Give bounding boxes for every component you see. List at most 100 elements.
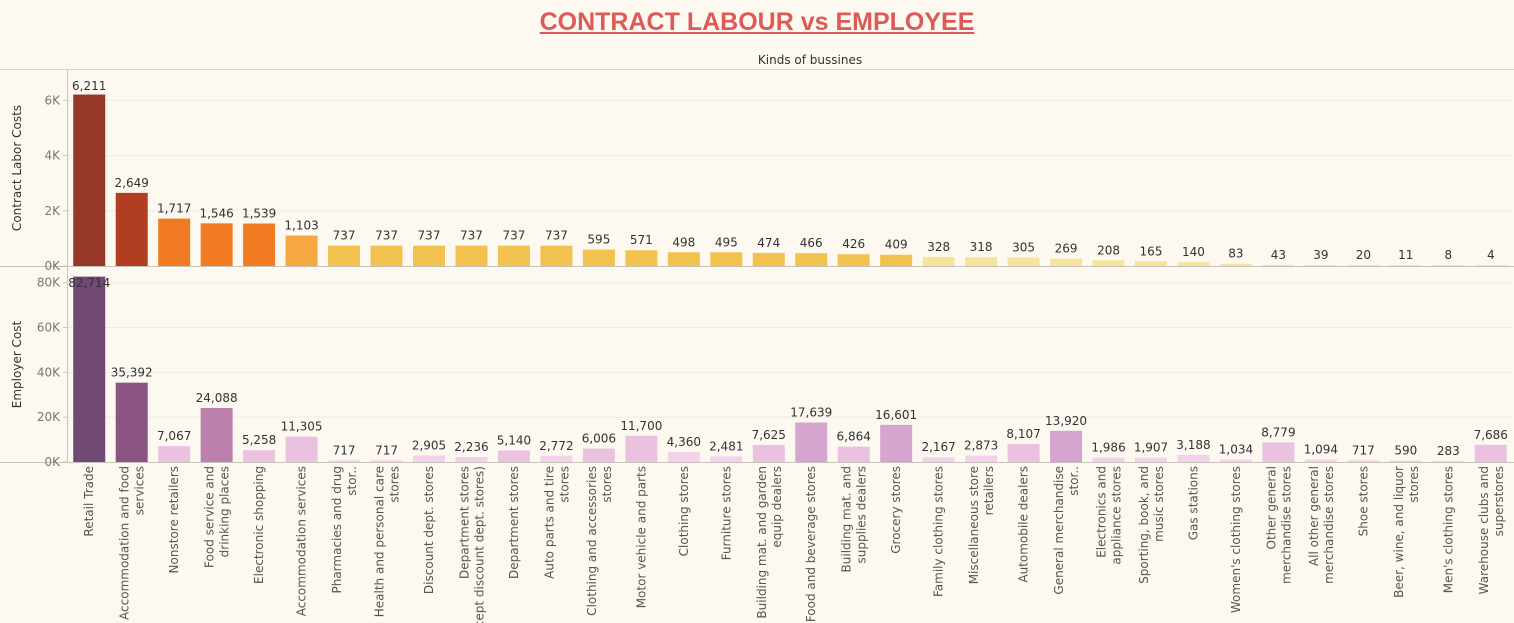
bar xyxy=(1474,444,1507,462)
data-label: 1,094 xyxy=(1304,443,1338,457)
x-tick-label: Automobile dealers xyxy=(1017,466,1031,583)
bar xyxy=(1050,430,1083,462)
bar xyxy=(1304,459,1337,462)
y-tick-label: 60K xyxy=(37,321,61,335)
bar xyxy=(880,424,913,462)
data-label: 737 xyxy=(502,229,525,243)
data-label: 495 xyxy=(715,235,738,249)
bar xyxy=(115,382,148,462)
data-label: 11,700 xyxy=(620,419,662,433)
bar xyxy=(1262,264,1295,266)
x-tick-label: Grocery stores xyxy=(889,466,903,554)
data-label: 20 xyxy=(1356,248,1371,262)
bar xyxy=(1262,442,1295,462)
bar xyxy=(243,223,276,266)
data-label: 43 xyxy=(1271,248,1286,262)
x-tick-label: Furniture stores xyxy=(719,466,733,560)
data-label: 474 xyxy=(757,236,780,250)
bar xyxy=(1177,454,1210,462)
x-tick-label: Department stores xyxy=(507,466,521,579)
bar xyxy=(667,452,700,462)
data-label: 7,625 xyxy=(752,428,786,442)
bar xyxy=(497,245,530,266)
data-label: 737 xyxy=(460,229,483,243)
data-label: 1,034 xyxy=(1219,443,1253,457)
x-tick-label: Nonstore retailers xyxy=(167,466,181,573)
bar xyxy=(285,235,318,266)
x-tick-label: Beer, wine, and liquorstores xyxy=(1392,466,1421,598)
bar xyxy=(413,245,445,266)
chart-title: CONTRACT LABOUR vs EMPLOYEE xyxy=(539,8,975,36)
data-label: 8 xyxy=(1444,248,1452,262)
y-tick-label: 0K xyxy=(44,259,61,273)
y-tick-label: 4K xyxy=(44,149,61,163)
data-label: 11 xyxy=(1398,248,1413,262)
data-label: 305 xyxy=(1012,241,1035,255)
data-label: 318 xyxy=(970,240,993,254)
x-tick-label: All other generalmerchandise stores xyxy=(1307,466,1336,584)
x-tick-label: Sporting, book, andmusic stores xyxy=(1137,466,1166,584)
data-label: 466 xyxy=(800,236,823,250)
bar xyxy=(667,252,700,266)
bar xyxy=(880,254,913,266)
data-label: 1,907 xyxy=(1134,441,1168,455)
x-tick-label: Accommodation and foodservices xyxy=(118,466,147,620)
data-label: 6,864 xyxy=(837,430,871,444)
data-label: 165 xyxy=(1140,244,1163,258)
bar xyxy=(200,408,233,462)
x-tick-label: Electronics andappliance stores xyxy=(1095,466,1124,565)
data-label: 328 xyxy=(927,240,950,254)
y-tick-label: 40K xyxy=(37,365,61,379)
data-label: 82,714 xyxy=(68,276,110,290)
data-label: 83 xyxy=(1228,247,1243,261)
column-header: Kinds of bussines xyxy=(758,53,862,67)
data-label: 737 xyxy=(418,229,441,243)
data-label: 2,772 xyxy=(539,439,573,453)
data-label: 140 xyxy=(1182,245,1205,259)
bar xyxy=(922,256,955,266)
bar xyxy=(710,252,743,266)
data-label: 717 xyxy=(1352,443,1375,457)
data-label: 24,088 xyxy=(196,391,238,405)
bar xyxy=(582,448,615,462)
data-label: 717 xyxy=(333,443,356,457)
x-tick-label: Family clothing stores xyxy=(932,466,946,597)
bar xyxy=(455,456,488,462)
x-tick-label: Clothing stores xyxy=(677,466,691,556)
bar xyxy=(497,450,530,462)
bar xyxy=(1135,261,1167,266)
data-label: 590 xyxy=(1394,444,1417,458)
data-label: 1,539 xyxy=(242,207,276,221)
data-label: 8,779 xyxy=(1261,425,1295,439)
bar xyxy=(1304,264,1337,266)
data-label: 1,103 xyxy=(284,219,318,233)
bar xyxy=(837,254,870,266)
data-label: 2,236 xyxy=(454,440,488,454)
data-label: 1,546 xyxy=(199,206,233,220)
bar xyxy=(922,457,955,462)
bar xyxy=(1432,461,1465,462)
bar xyxy=(158,446,191,462)
x-tick-label: Discount dept. stores xyxy=(422,466,436,594)
bar xyxy=(965,455,998,462)
x-tick-label: Auto parts and tirestores xyxy=(542,466,571,579)
bar xyxy=(328,245,361,266)
data-label: 717 xyxy=(375,443,398,457)
bar xyxy=(158,218,191,266)
bar xyxy=(243,450,276,462)
bar xyxy=(1050,258,1083,266)
data-label: 2,649 xyxy=(115,176,149,190)
bar xyxy=(540,245,573,266)
data-label: 2,873 xyxy=(964,439,998,453)
bar xyxy=(795,422,828,462)
data-label: 8,107 xyxy=(1006,427,1040,441)
y-tick-label: 2K xyxy=(44,204,61,218)
bar xyxy=(1007,443,1040,462)
data-label: 1,717 xyxy=(157,202,191,216)
bar xyxy=(73,276,106,462)
data-label: 2,481 xyxy=(709,439,743,453)
bar xyxy=(1389,265,1422,266)
bar xyxy=(1177,262,1210,266)
data-label: 5,140 xyxy=(497,433,531,447)
